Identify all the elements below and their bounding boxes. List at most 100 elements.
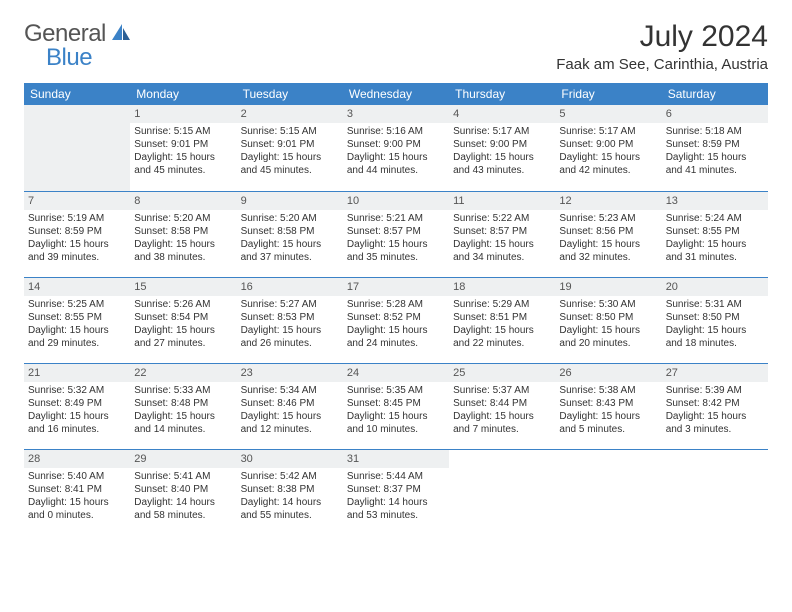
sunset-text: Sunset: 8:49 PM <box>28 397 126 410</box>
daylight-text: Daylight: 15 hours <box>241 151 339 164</box>
sunrise-text: Sunrise: 5:38 AM <box>559 384 657 397</box>
sunset-text: Sunset: 8:52 PM <box>347 311 445 324</box>
calendar-cell: 15Sunrise: 5:26 AMSunset: 8:54 PMDayligh… <box>130 277 236 363</box>
calendar-cell <box>24 105 130 191</box>
calendar-week-row: 1Sunrise: 5:15 AMSunset: 9:01 PMDaylight… <box>24 105 768 191</box>
daylight-text: Daylight: 15 hours <box>134 410 232 423</box>
calendar-cell <box>449 449 555 535</box>
weekday-header: Sunday <box>24 83 130 105</box>
daylight-text: Daylight: 15 hours <box>559 151 657 164</box>
daylight-text: and 0 minutes. <box>28 509 126 522</box>
day-number: 25 <box>449 364 555 382</box>
weekday-header: Wednesday <box>343 83 449 105</box>
sunrise-text: Sunrise: 5:40 AM <box>28 470 126 483</box>
daylight-text: Daylight: 15 hours <box>559 238 657 251</box>
calendar-cell: 11Sunrise: 5:22 AMSunset: 8:57 PMDayligh… <box>449 191 555 277</box>
day-number: 15 <box>130 278 236 296</box>
title-block: July 2024 Faak am See, Carinthia, Austri… <box>556 20 768 73</box>
day-number: 24 <box>343 364 449 382</box>
daylight-text: and 39 minutes. <box>28 251 126 264</box>
calendar-cell <box>662 449 768 535</box>
day-number: 7 <box>24 192 130 210</box>
daylight-text: Daylight: 15 hours <box>666 324 764 337</box>
daylight-text: Daylight: 15 hours <box>453 410 551 423</box>
sunrise-text: Sunrise: 5:31 AM <box>666 298 764 311</box>
daylight-text: and 5 minutes. <box>559 423 657 436</box>
daylight-text: and 18 minutes. <box>666 337 764 350</box>
sunrise-text: Sunrise: 5:15 AM <box>241 125 339 138</box>
daylight-text: Daylight: 14 hours <box>347 496 445 509</box>
calendar-cell: 14Sunrise: 5:25 AMSunset: 8:55 PMDayligh… <box>24 277 130 363</box>
daylight-text: Daylight: 15 hours <box>453 151 551 164</box>
day-number: 22 <box>130 364 236 382</box>
daylight-text: and 35 minutes. <box>347 251 445 264</box>
daylight-text: and 22 minutes. <box>453 337 551 350</box>
calendar-cell: 31Sunrise: 5:44 AMSunset: 8:37 PMDayligh… <box>343 449 449 535</box>
daylight-text: Daylight: 15 hours <box>666 151 764 164</box>
day-number: 16 <box>237 278 343 296</box>
sunrise-text: Sunrise: 5:19 AM <box>28 212 126 225</box>
daylight-text: Daylight: 15 hours <box>559 410 657 423</box>
sunset-text: Sunset: 8:38 PM <box>241 483 339 496</box>
calendar-week-row: 7Sunrise: 5:19 AMSunset: 8:59 PMDaylight… <box>24 191 768 277</box>
calendar-week-row: 28Sunrise: 5:40 AMSunset: 8:41 PMDayligh… <box>24 449 768 535</box>
sunset-text: Sunset: 8:42 PM <box>666 397 764 410</box>
sunrise-text: Sunrise: 5:33 AM <box>134 384 232 397</box>
location-text: Faak am See, Carinthia, Austria <box>556 56 768 73</box>
sunrise-text: Sunrise: 5:37 AM <box>453 384 551 397</box>
calendar-cell: 9Sunrise: 5:20 AMSunset: 8:58 PMDaylight… <box>237 191 343 277</box>
sunrise-text: Sunrise: 5:18 AM <box>666 125 764 138</box>
daylight-text: and 32 minutes. <box>559 251 657 264</box>
day-number: 12 <box>555 192 661 210</box>
calendar-cell: 25Sunrise: 5:37 AMSunset: 8:44 PMDayligh… <box>449 363 555 449</box>
day-number: 10 <box>343 192 449 210</box>
sunrise-text: Sunrise: 5:30 AM <box>559 298 657 311</box>
day-number: 11 <box>449 192 555 210</box>
daylight-text: and 55 minutes. <box>241 509 339 522</box>
daylight-text: and 53 minutes. <box>347 509 445 522</box>
day-number: 8 <box>130 192 236 210</box>
weekday-header: Friday <box>555 83 661 105</box>
daylight-text: Daylight: 15 hours <box>347 151 445 164</box>
daylight-text: Daylight: 15 hours <box>134 238 232 251</box>
weekday-header: Monday <box>130 83 236 105</box>
day-number: 23 <box>237 364 343 382</box>
weekday-header: Thursday <box>449 83 555 105</box>
daylight-text: and 45 minutes. <box>134 164 232 177</box>
daylight-text: and 7 minutes. <box>453 423 551 436</box>
daylight-text: and 27 minutes. <box>134 337 232 350</box>
daylight-text: and 34 minutes. <box>453 251 551 264</box>
calendar-cell: 10Sunrise: 5:21 AMSunset: 8:57 PMDayligh… <box>343 191 449 277</box>
day-number: 2 <box>237 105 343 123</box>
sunrise-text: Sunrise: 5:15 AM <box>134 125 232 138</box>
sunrise-text: Sunrise: 5:25 AM <box>28 298 126 311</box>
day-number: 18 <box>449 278 555 296</box>
sunset-text: Sunset: 8:56 PM <box>559 225 657 238</box>
calendar-cell: 16Sunrise: 5:27 AMSunset: 8:53 PMDayligh… <box>237 277 343 363</box>
daylight-text: and 20 minutes. <box>559 337 657 350</box>
sunset-text: Sunset: 9:01 PM <box>134 138 232 151</box>
calendar-cell: 24Sunrise: 5:35 AMSunset: 8:45 PMDayligh… <box>343 363 449 449</box>
sunrise-text: Sunrise: 5:28 AM <box>347 298 445 311</box>
weekday-header: Tuesday <box>237 83 343 105</box>
logo: General Blue <box>24 20 132 48</box>
sunrise-text: Sunrise: 5:44 AM <box>347 470 445 483</box>
calendar-cell: 28Sunrise: 5:40 AMSunset: 8:41 PMDayligh… <box>24 449 130 535</box>
calendar-cell: 8Sunrise: 5:20 AMSunset: 8:58 PMDaylight… <box>130 191 236 277</box>
calendar-cell: 12Sunrise: 5:23 AMSunset: 8:56 PMDayligh… <box>555 191 661 277</box>
calendar-cell: 6Sunrise: 5:18 AMSunset: 8:59 PMDaylight… <box>662 105 768 191</box>
sunrise-text: Sunrise: 5:35 AM <box>347 384 445 397</box>
daylight-text: Daylight: 15 hours <box>28 410 126 423</box>
sunset-text: Sunset: 8:58 PM <box>241 225 339 238</box>
daylight-text: Daylight: 15 hours <box>28 238 126 251</box>
sunrise-text: Sunrise: 5:17 AM <box>559 125 657 138</box>
daylight-text: Daylight: 15 hours <box>666 410 764 423</box>
sunset-text: Sunset: 8:58 PM <box>134 225 232 238</box>
daylight-text: Daylight: 15 hours <box>241 410 339 423</box>
calendar-cell: 21Sunrise: 5:32 AMSunset: 8:49 PMDayligh… <box>24 363 130 449</box>
calendar-cell: 26Sunrise: 5:38 AMSunset: 8:43 PMDayligh… <box>555 363 661 449</box>
sunset-text: Sunset: 8:50 PM <box>559 311 657 324</box>
calendar-cell: 27Sunrise: 5:39 AMSunset: 8:42 PMDayligh… <box>662 363 768 449</box>
sunrise-text: Sunrise: 5:41 AM <box>134 470 232 483</box>
daylight-text: and 43 minutes. <box>453 164 551 177</box>
